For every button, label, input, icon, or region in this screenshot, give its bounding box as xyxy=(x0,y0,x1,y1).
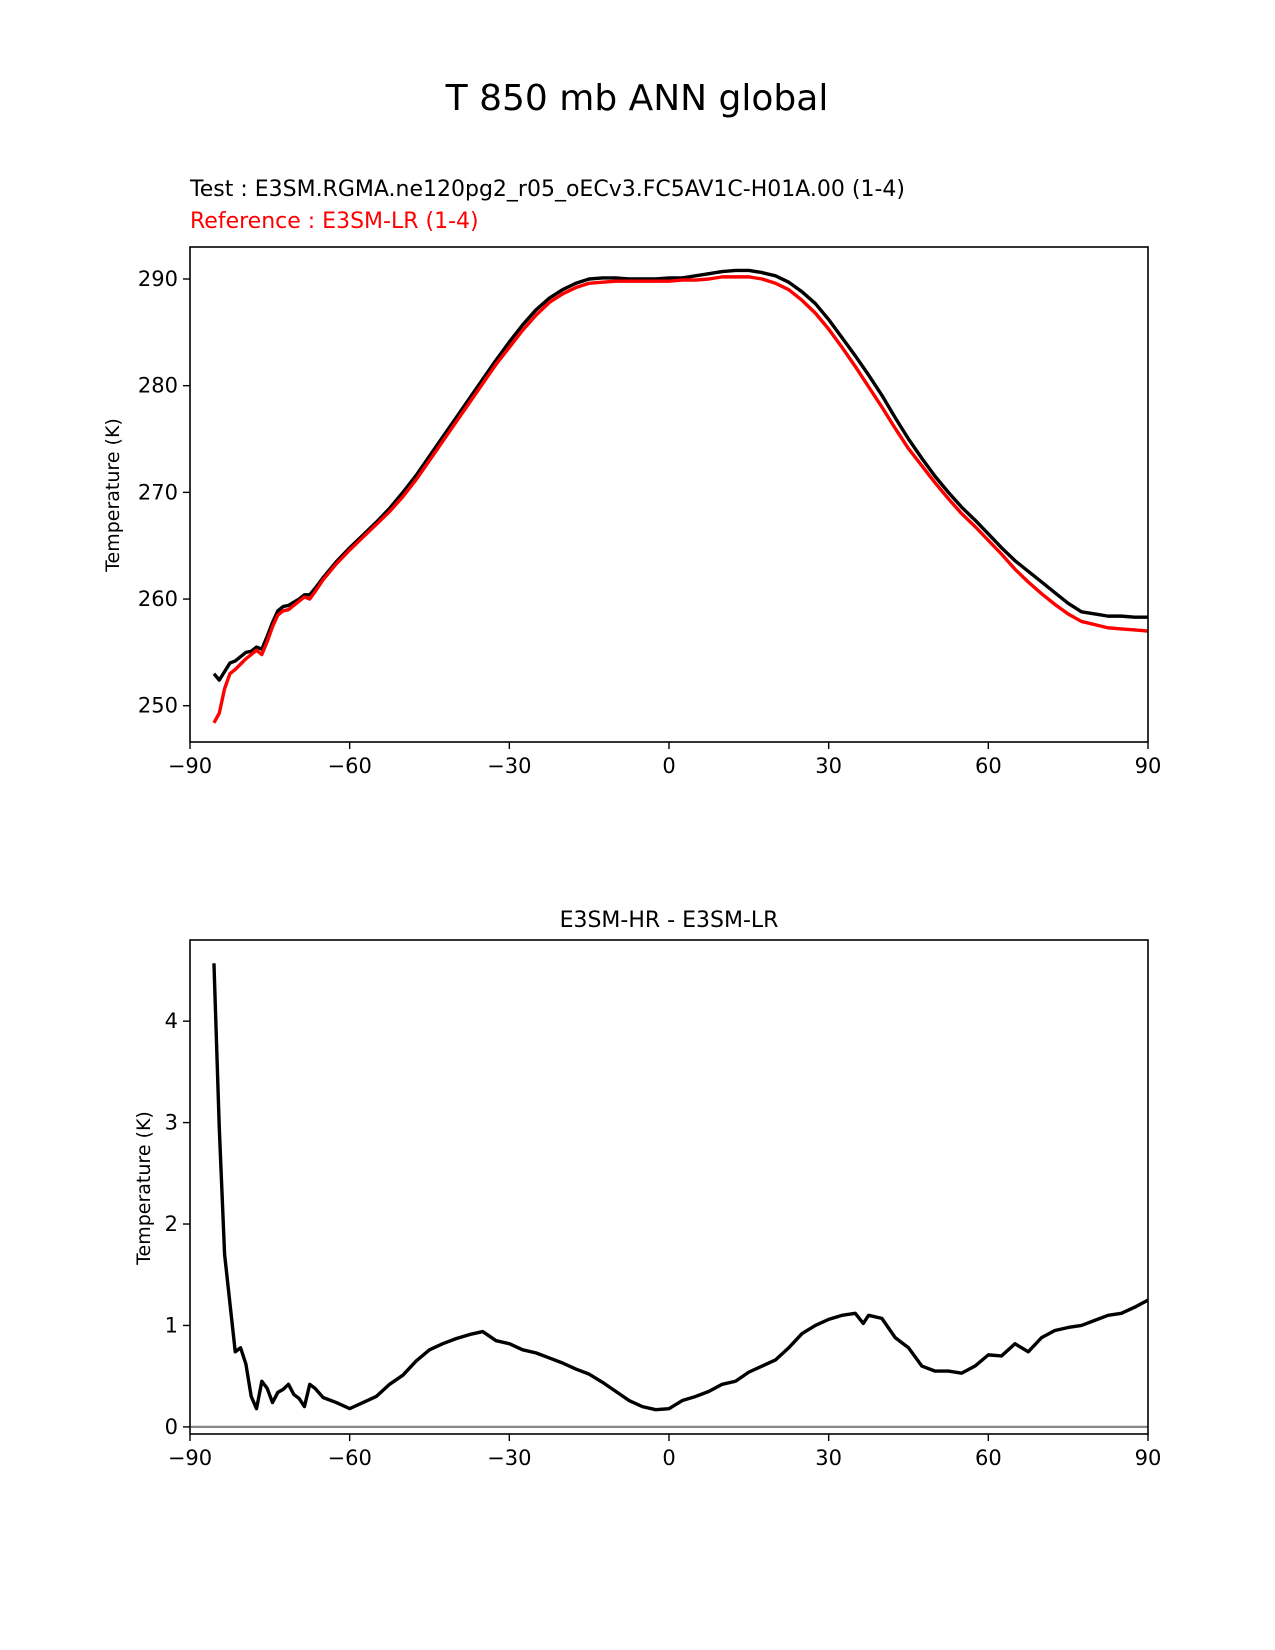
y-tick-label: 280 xyxy=(138,374,178,398)
diff-title: E3SM-HR - E3SM-LR xyxy=(560,908,779,933)
x-tick-label: −90 xyxy=(168,754,212,778)
top-ylabel: Temperature (K) xyxy=(102,418,124,573)
bottom-ylabel: Temperature (K) xyxy=(133,1111,155,1266)
top-axis-ticks: −90 −60 −30 0 30 60 90 250 260 270 280 290 xyxy=(138,267,1161,778)
y-tick-label: 270 xyxy=(138,480,178,504)
x-tick-label: 0 xyxy=(662,1446,675,1470)
x-tick-label: 30 xyxy=(815,1446,842,1470)
bottom-plot-frame xyxy=(189,939,1149,1435)
test-title: Test : E3SM.RGMA.ne120pg2_r05_oECv3.FC5A… xyxy=(189,177,905,202)
y-tick-label: 1 xyxy=(165,1313,178,1337)
x-tick-label: −60 xyxy=(328,1446,372,1470)
series-line-1-0 xyxy=(212,963,1149,1412)
x-tick-label: 60 xyxy=(975,754,1002,778)
x-tick-label: −30 xyxy=(487,754,531,778)
y-tick-label: 290 xyxy=(138,267,178,291)
x-tick-label: 30 xyxy=(815,754,842,778)
y-tick-label: 3 xyxy=(165,1111,178,1135)
y-tick-label: 4 xyxy=(165,1009,178,1033)
y-tick-label: 2 xyxy=(165,1212,178,1236)
bottom-plot-lines xyxy=(190,963,1149,1428)
series-line-0-1 xyxy=(212,275,1149,724)
x-tick-label: 60 xyxy=(975,1446,1002,1470)
top-panel: Test : E3SM.RGMA.ne120pg2_r05_oECv3.FC5A… xyxy=(102,177,1161,778)
figure-suptitle: T 850 mb ANN global xyxy=(445,78,829,119)
top-plot-lines xyxy=(212,268,1149,724)
y-tick-label: 260 xyxy=(138,587,178,611)
x-tick-label: 0 xyxy=(662,754,675,778)
top-plot-frame xyxy=(189,246,1149,743)
x-tick-label: 90 xyxy=(1135,1446,1162,1470)
series-line-0-0 xyxy=(212,268,1148,682)
reference-title: Reference : E3SM-LR (1-4) xyxy=(190,209,479,234)
x-tick-label: −30 xyxy=(487,1446,531,1470)
y-tick-label: 0 xyxy=(165,1415,178,1439)
x-tick-label: 90 xyxy=(1135,754,1162,778)
bottom-panel: E3SM-HR - E3SM-LR Temperature (K) −90 −60… xyxy=(133,908,1161,1470)
bottom-axis-ticks: −90 −60 −30 0 30 60 90 0 1 2 3 4 xyxy=(165,1009,1162,1470)
y-tick-label: 250 xyxy=(138,694,178,718)
x-tick-label: −60 xyxy=(328,754,372,778)
x-tick-label: −90 xyxy=(168,1446,212,1470)
